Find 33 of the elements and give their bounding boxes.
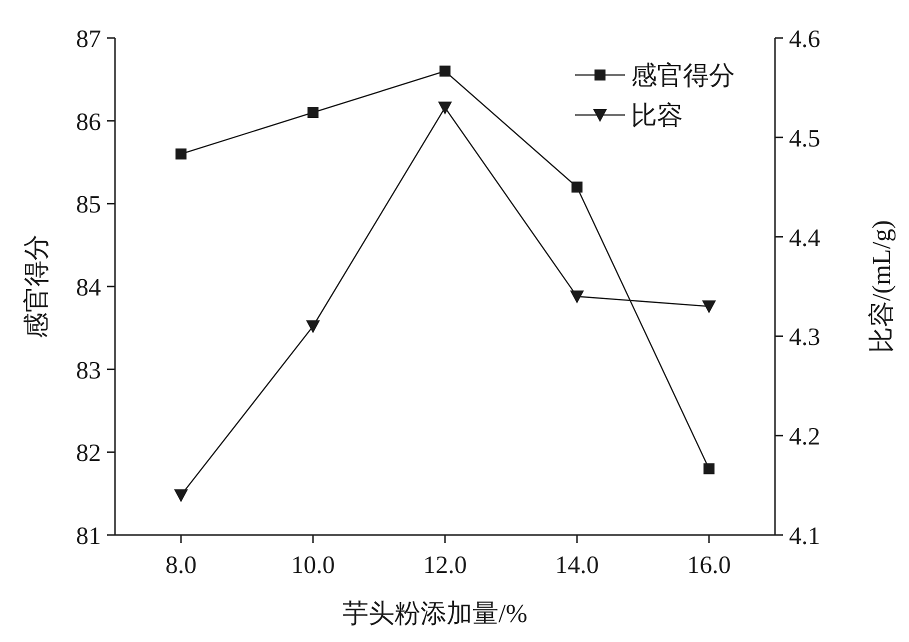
- y-axis-title: 感官得分: [22, 234, 51, 338]
- point: [572, 182, 582, 193]
- x-tick-label: 12.0: [423, 552, 467, 579]
- y-tick-label: 84: [76, 274, 102, 302]
- point: [308, 107, 318, 118]
- point: [570, 290, 584, 304]
- y2-tick-label: 4.5: [789, 125, 820, 152]
- point: [176, 148, 186, 160]
- y-tick-label: 83: [76, 357, 101, 384]
- x-tick-label: 8.0: [165, 552, 197, 579]
- y-tick-label: 85: [76, 192, 101, 219]
- x-axis-title: 芋头粉添加量/%: [342, 599, 528, 628]
- y2-tick-label: 4.3: [789, 324, 820, 352]
- x-tick-label: 16.0: [687, 552, 731, 579]
- point: [704, 463, 714, 474]
- y-tick-label: 87: [76, 26, 101, 53]
- y2-axis-title: 比容/(mL/g): [867, 220, 896, 353]
- y-tick-label: 86: [76, 108, 101, 136]
- x-tick-label: 14.0: [555, 552, 599, 579]
- y2-tick-label: 4.2: [789, 424, 820, 451]
- y2-tick-label: 4.6: [789, 26, 820, 53]
- y-tick-label: 81: [76, 523, 101, 550]
- point: [438, 102, 452, 115]
- point: [174, 489, 188, 502]
- point: [440, 66, 450, 77]
- y2-tick-label: 4.4: [789, 224, 821, 252]
- point: [306, 320, 320, 334]
- legend-label: 比容: [631, 101, 683, 130]
- x-tick-label: 10.0: [291, 552, 335, 579]
- legend-label: 感官得分: [631, 61, 735, 90]
- point: [702, 300, 716, 314]
- y-tick-label: 82: [76, 440, 101, 468]
- y2-tick-label: 4.1: [789, 523, 820, 550]
